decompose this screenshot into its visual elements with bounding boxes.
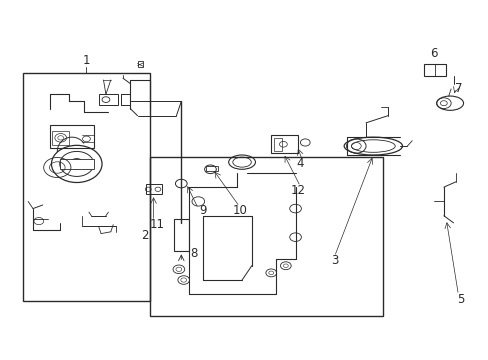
Text: 12: 12 (290, 184, 305, 197)
Text: 1: 1 (82, 54, 90, 67)
Bar (145, 184, 162, 194)
Text: 10: 10 (232, 204, 246, 217)
Text: 9: 9 (199, 204, 206, 217)
Bar (60, 158, 94, 169)
Text: 11: 11 (149, 218, 164, 231)
Text: 8: 8 (189, 247, 197, 260)
Text: 7: 7 (454, 82, 461, 95)
Text: 5: 5 (456, 293, 464, 306)
Bar (271, 135, 297, 153)
Text: 3: 3 (330, 254, 337, 267)
Bar (149, 157, 382, 316)
Bar (23, 73, 149, 301)
Bar (205, 166, 217, 171)
Bar (273, 138, 282, 152)
Bar (52, 131, 69, 145)
Circle shape (69, 158, 84, 169)
Text: 4: 4 (296, 157, 304, 170)
Bar (174, 219, 188, 251)
Bar (50, 125, 94, 148)
Bar (137, 61, 143, 67)
Text: 2: 2 (141, 229, 148, 242)
Bar (99, 94, 118, 105)
Bar (424, 64, 446, 76)
Text: 6: 6 (429, 47, 437, 60)
